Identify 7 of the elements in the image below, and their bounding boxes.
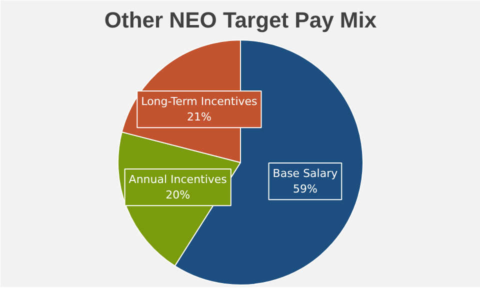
data-label: 21% — [186, 110, 212, 124]
slice-label: Annual Incentives — [128, 173, 228, 186]
slice-label: Base Salary — [272, 166, 338, 180]
chart-title: Other NEO Target Pay Mix — [104, 8, 378, 32]
data-label: 59% — [292, 182, 318, 196]
data-label: 20% — [166, 188, 190, 202]
slice-label: Long-Term Incentives — [141, 94, 258, 108]
